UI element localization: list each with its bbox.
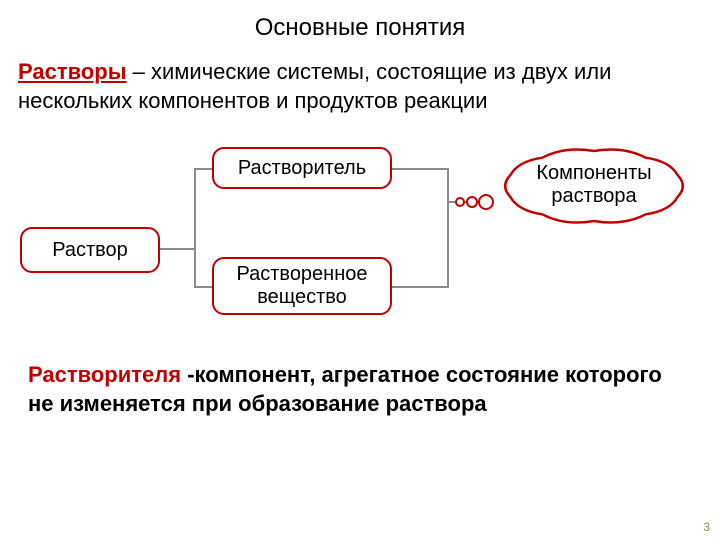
definition-dash: – [127,59,151,84]
definition-paragraph: Растворы – химические системы, состоящие… [0,50,720,127]
definition-2-term: Растворителя [28,362,181,387]
node-solute: Растворенное вещество [212,257,392,315]
node-solution: Раствор [20,227,160,273]
definition-term: Растворы [18,59,127,84]
node-solvent: Растворитель [212,147,392,189]
page-number: 3 [703,520,710,534]
node-solute-label: Растворенное вещество [224,263,380,309]
node-components-label: Компоненты раствора [496,162,692,208]
page-title: Основные понятия [0,0,720,42]
node-solvent-label: Растворитель [238,157,366,180]
diagram: Раствор Растворитель Растворенное вещест… [0,127,720,357]
node-components: Компоненты раствора [496,141,692,231]
definition-2: Растворителя -компонент, агрегатное сост… [0,357,720,418]
node-solution-label: Раствор [52,239,128,262]
